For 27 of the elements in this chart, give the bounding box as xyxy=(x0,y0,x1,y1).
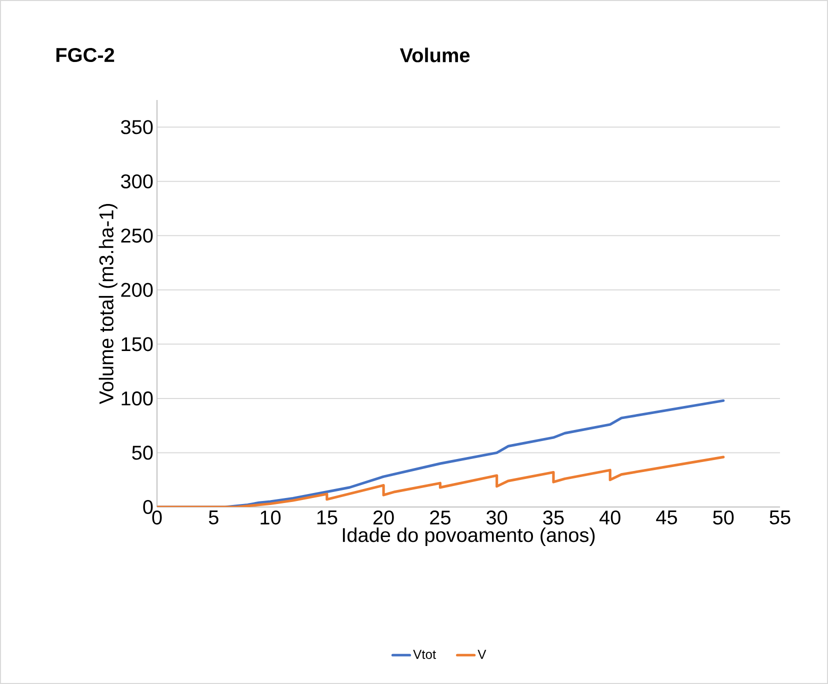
y-axis-title: Volume total (m3.ha-1) xyxy=(98,204,118,404)
x-tick-label: 45 xyxy=(656,510,677,524)
x-tick-label: 15 xyxy=(317,510,338,524)
chart-title: Volume xyxy=(400,48,470,62)
x-tick-label: 20 xyxy=(373,510,394,525)
x-tick-label: 10 xyxy=(260,510,281,525)
y-tick-label: 350 xyxy=(121,120,153,134)
x-tick-label: 40 xyxy=(599,510,620,525)
x-axis-title: Idade do povoamento (anos) xyxy=(342,527,595,546)
x-tick-label: 25 xyxy=(430,510,450,525)
text: FGC-2 xyxy=(56,48,114,62)
y-tick-label: 300 xyxy=(121,174,153,188)
y-tick-label: 200 xyxy=(121,282,153,297)
x-tick-label: 30 xyxy=(486,510,508,525)
y-tick-label: 100 xyxy=(122,391,153,406)
y-tick-label: 150 xyxy=(122,337,153,352)
x-tick-label: 35 xyxy=(543,510,564,525)
y-tick-label: 0 xyxy=(143,500,153,514)
x-tick-label: 5 xyxy=(208,510,218,524)
x-tick-label: 55 xyxy=(770,510,790,524)
x-tick-label: 50 xyxy=(713,510,734,525)
line-series xyxy=(157,456,725,507)
y-tick-label: 250 xyxy=(121,228,153,243)
legend-label: V xyxy=(478,650,486,659)
y-tick-label: 50 xyxy=(132,446,153,460)
legend-label: Vtot xyxy=(413,650,436,659)
x-tick-label: 0 xyxy=(152,510,162,525)
